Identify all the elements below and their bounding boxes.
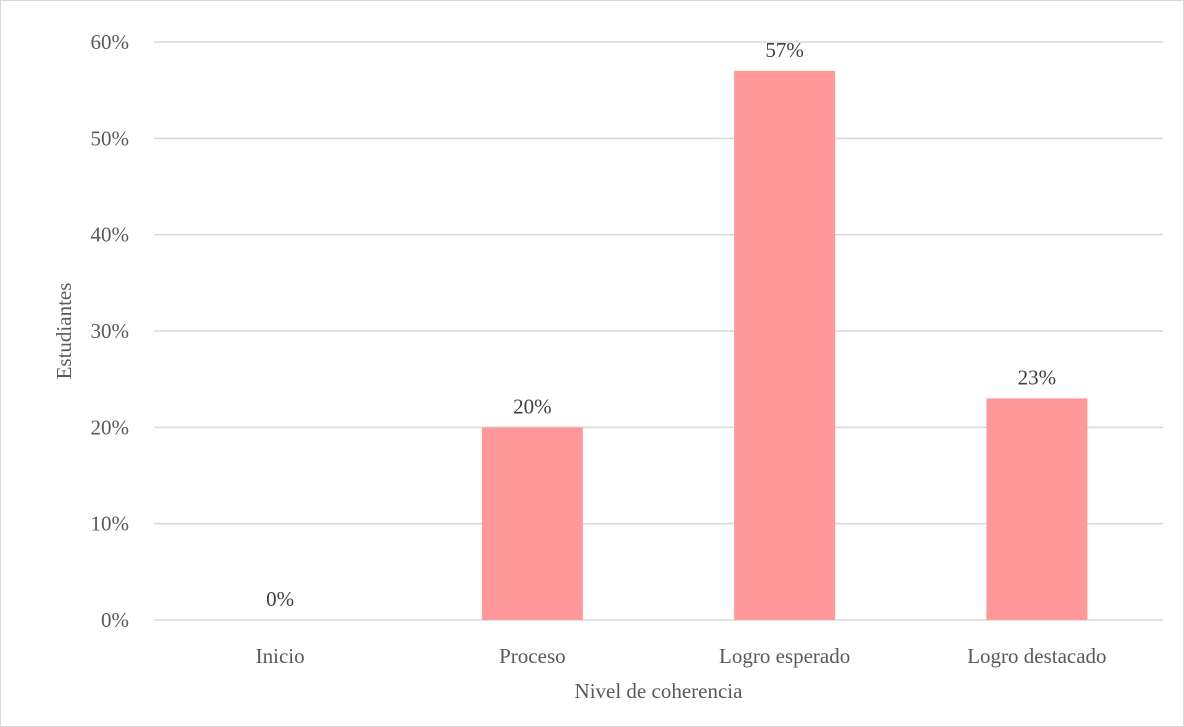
y-tick-label: 0% — [101, 608, 129, 632]
data-label: 57% — [765, 38, 804, 62]
y-tick-label: 20% — [91, 415, 130, 439]
data-label: 23% — [1018, 365, 1057, 389]
y-tick-label: 50% — [91, 126, 130, 150]
data-labels: 0% 20% 57% 23% — [266, 38, 1056, 611]
x-category-label: Logro destacado — [967, 644, 1106, 668]
data-label: 0% — [266, 587, 294, 611]
y-axis-title: Estudiantes — [52, 283, 76, 380]
gridlines — [154, 41, 1163, 621]
x-category-label: Inicio — [256, 644, 305, 668]
bar — [986, 398, 1088, 620]
y-tick-label: 30% — [91, 319, 130, 343]
data-label: 20% — [513, 394, 552, 418]
bars — [481, 70, 1088, 620]
bar — [481, 427, 583, 620]
y-tick-label: 40% — [91, 223, 130, 247]
y-tick-label: 10% — [91, 512, 130, 536]
x-axis-title: Nivel de coherencia — [575, 679, 744, 703]
y-tick-label: 60% — [91, 30, 130, 54]
x-category-label: Logro esperado — [719, 644, 850, 668]
x-category-label: Proceso — [499, 644, 566, 668]
x-axis-categories: Inicio Proceso Logro esperado Logro destaca… — [256, 644, 1107, 668]
y-axis-ticks: 0% 10% 20% 30% 40% 50% 60% — [91, 30, 130, 632]
bar — [734, 70, 836, 620]
